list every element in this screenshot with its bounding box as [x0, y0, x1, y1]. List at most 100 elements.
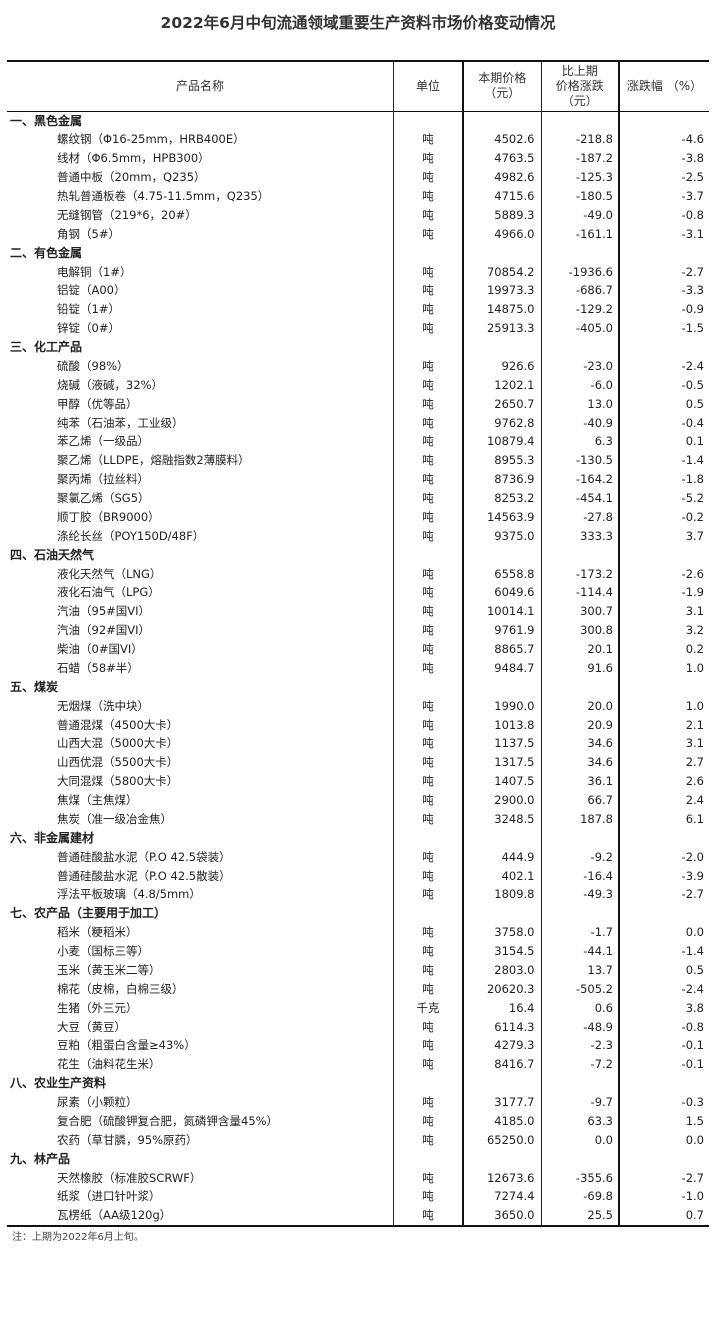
- price-cell: 9484.7: [462, 658, 541, 678]
- change-cell: [540, 338, 619, 357]
- percent-cell: 0.2: [618, 640, 709, 659]
- table-row: 生猪（外三元） 千克 16.4 0.6 3.8: [7, 998, 709, 1018]
- change-cell: -164.2: [540, 470, 619, 489]
- change-cell: -686.7: [540, 281, 619, 301]
- table-row: 瓦楞纸（AA级120g） 吨 3650.0 25.5 0.7: [7, 1206, 709, 1227]
- table-row: 玉米（黄玉米二等） 吨 2803.0 13.7 0.5: [7, 960, 709, 980]
- percent-cell: -2.7: [618, 1168, 709, 1188]
- table-row: 锌锭（0#） 吨 25913.3 -405.0 -1.5: [7, 319, 709, 338]
- change-cell: 20.0: [540, 696, 619, 716]
- change-cell: -173.2: [540, 564, 619, 584]
- unit-cell: 吨: [393, 300, 463, 320]
- table-row: 花生（油料花生米） 吨 8416.7 -7.2 -0.1: [7, 1055, 709, 1075]
- unit-cell: 吨: [393, 791, 463, 810]
- change-cell: [540, 904, 619, 924]
- change-cell: 25.5: [540, 1206, 619, 1227]
- unit-cell: 吨: [393, 602, 463, 622]
- change-cell: -1.7: [540, 923, 619, 942]
- product-name: 液化天然气（LNG）: [57, 566, 162, 581]
- change-cell: -454.1: [540, 489, 619, 508]
- product-name: 玉米（黄玉米二等）: [57, 962, 161, 977]
- price-cell: 9761.9: [462, 621, 541, 640]
- price-cell: 1137.5: [462, 734, 541, 754]
- product-name: 电解铜（1#）: [57, 264, 132, 279]
- unit-cell: 吨: [393, 489, 463, 508]
- percent-cell: 0.0: [618, 1130, 709, 1150]
- change-cell: 0.6: [540, 998, 619, 1018]
- price-table: 产品名称 单位 本期价格 （元） 比上期 价格涨跌 （元） 涨跌幅 （%） 一、黑色金…: [7, 60, 709, 1227]
- percent-cell: 2.1: [618, 715, 709, 735]
- percent-cell: [618, 1149, 709, 1169]
- unit-cell: 吨: [393, 432, 463, 452]
- change-cell: 66.7: [540, 791, 619, 810]
- unit-cell: 吨: [393, 866, 463, 886]
- product-name: 角钢（5#）: [57, 226, 120, 241]
- change-cell: 6.3: [540, 432, 619, 452]
- table-row: 汽油（95#国VI） 吨 10014.1 300.7 3.1: [7, 602, 709, 622]
- section-label: 九、林产品: [10, 1151, 71, 1166]
- percent-cell: -5.2: [618, 489, 709, 508]
- change-cell: -187.2: [540, 149, 619, 169]
- price-cell: [462, 828, 541, 848]
- change-cell: 0.0: [540, 1130, 619, 1150]
- percent-cell: -0.9: [618, 300, 709, 320]
- product-name: 锌锭（0#）: [57, 321, 120, 336]
- percent-cell: 3.2: [618, 621, 709, 640]
- table-row: 烧碱（液碱，32%） 吨 1202.1 -6.0 -0.5: [7, 375, 709, 395]
- unit-cell: 吨: [393, 319, 463, 338]
- unit-cell: 吨: [393, 564, 463, 584]
- section-label: 一、黑色金属: [10, 113, 83, 128]
- table-row: 角钢（5#） 吨 4966.0 -161.1 -3.1: [7, 224, 709, 244]
- price-cell: 2803.0: [462, 960, 541, 980]
- unit-cell: 吨: [393, 470, 463, 489]
- price-cell: 1407.5: [462, 772, 541, 791]
- percent-cell: -1.8: [618, 470, 709, 489]
- price-cell: 10879.4: [462, 432, 541, 452]
- change-cell: -355.6: [540, 1168, 619, 1188]
- change-cell: -130.5: [540, 451, 619, 471]
- price-cell: [462, 677, 541, 697]
- unit-cell: 吨: [393, 130, 463, 150]
- product-name: 线材（Φ6.5mm，HPB300）: [57, 151, 210, 166]
- product-name: 汽油（95#国VI）: [57, 604, 151, 619]
- table-row: 无缝钢管（219*6，20#） 吨 5889.3 -49.0 -0.8: [7, 205, 709, 225]
- table-row: 浮法平板玻璃（4.8/5mm） 吨 1809.8 -49.3 -2.7: [7, 885, 709, 905]
- unit-cell: 吨: [393, 1168, 463, 1188]
- product-name: 花生（油料花生米）: [57, 1057, 161, 1072]
- product-name: 螺纹钢（Φ16-25mm，HRB400E）: [57, 132, 245, 147]
- footnote: 注：上期为2022年6月上旬。: [12, 1232, 144, 1243]
- table-row: 涤纶长丝（POY150D/48F） 吨 9375.0 333.3 3.7: [7, 526, 709, 546]
- percent-cell: [618, 828, 709, 848]
- table-row: 焦煤（主焦煤） 吨 2900.0 66.7 2.4: [7, 791, 709, 810]
- product-name: 苯乙烯（一级品）: [57, 434, 149, 449]
- price-cell: 70854.2: [462, 262, 541, 282]
- change-cell: 13.0: [540, 394, 619, 414]
- header-price-line2: （元）: [484, 86, 521, 101]
- price-cell: 16.4: [462, 998, 541, 1018]
- percent-cell: 2.4: [618, 791, 709, 810]
- percent-cell: 3.8: [618, 998, 709, 1018]
- change-cell: -44.1: [540, 942, 619, 961]
- price-cell: 4715.6: [462, 187, 541, 206]
- table-body: 一、黑色金属 螺纹钢（Φ16-25mm，HRB400E）吨 4502.6 -218.8…: [7, 111, 709, 1227]
- section-row: 四、石油天然气: [7, 545, 709, 565]
- product-name: 聚丙烯（拉丝料）: [57, 472, 149, 487]
- unit-cell: 吨: [393, 451, 463, 471]
- unit-cell: 吨: [393, 809, 463, 829]
- table-row: 电解铜（1#） 吨 70854.2 -1936.6 -2.7: [7, 262, 709, 282]
- percent-cell: -2.5: [618, 168, 709, 187]
- table-row: 液化天然气（LNG） 吨 6558.8 -173.2 -2.6: [7, 564, 709, 584]
- table-row: 普通硅酸盐水泥（P.O 42.5袋装） 吨 444.9 -9.2 -2.0: [7, 847, 709, 867]
- product-name: 普通中板（20mm，Q235）: [57, 170, 206, 185]
- percent-cell: -1.0: [618, 1187, 709, 1207]
- unit-cell: 吨: [393, 979, 463, 999]
- price-cell: 3758.0: [462, 923, 541, 942]
- product-name: 顺丁胶（BR9000）: [57, 509, 160, 524]
- change-cell: -114.4: [540, 583, 619, 603]
- table-row: 普通硅酸盐水泥（P.O 42.5散装） 吨 402.1 -16.4 -3.9: [7, 866, 709, 886]
- change-cell: 63.3: [540, 1111, 619, 1131]
- change-cell: 20.1: [540, 640, 619, 659]
- table-row: 无烟煤（洗中块） 吨 1990.0 20.0 1.0: [7, 696, 709, 716]
- table-row: 山西大混（5000大卡） 吨 1137.5 34.6 3.1: [7, 734, 709, 754]
- unit-cell: 吨: [393, 356, 463, 376]
